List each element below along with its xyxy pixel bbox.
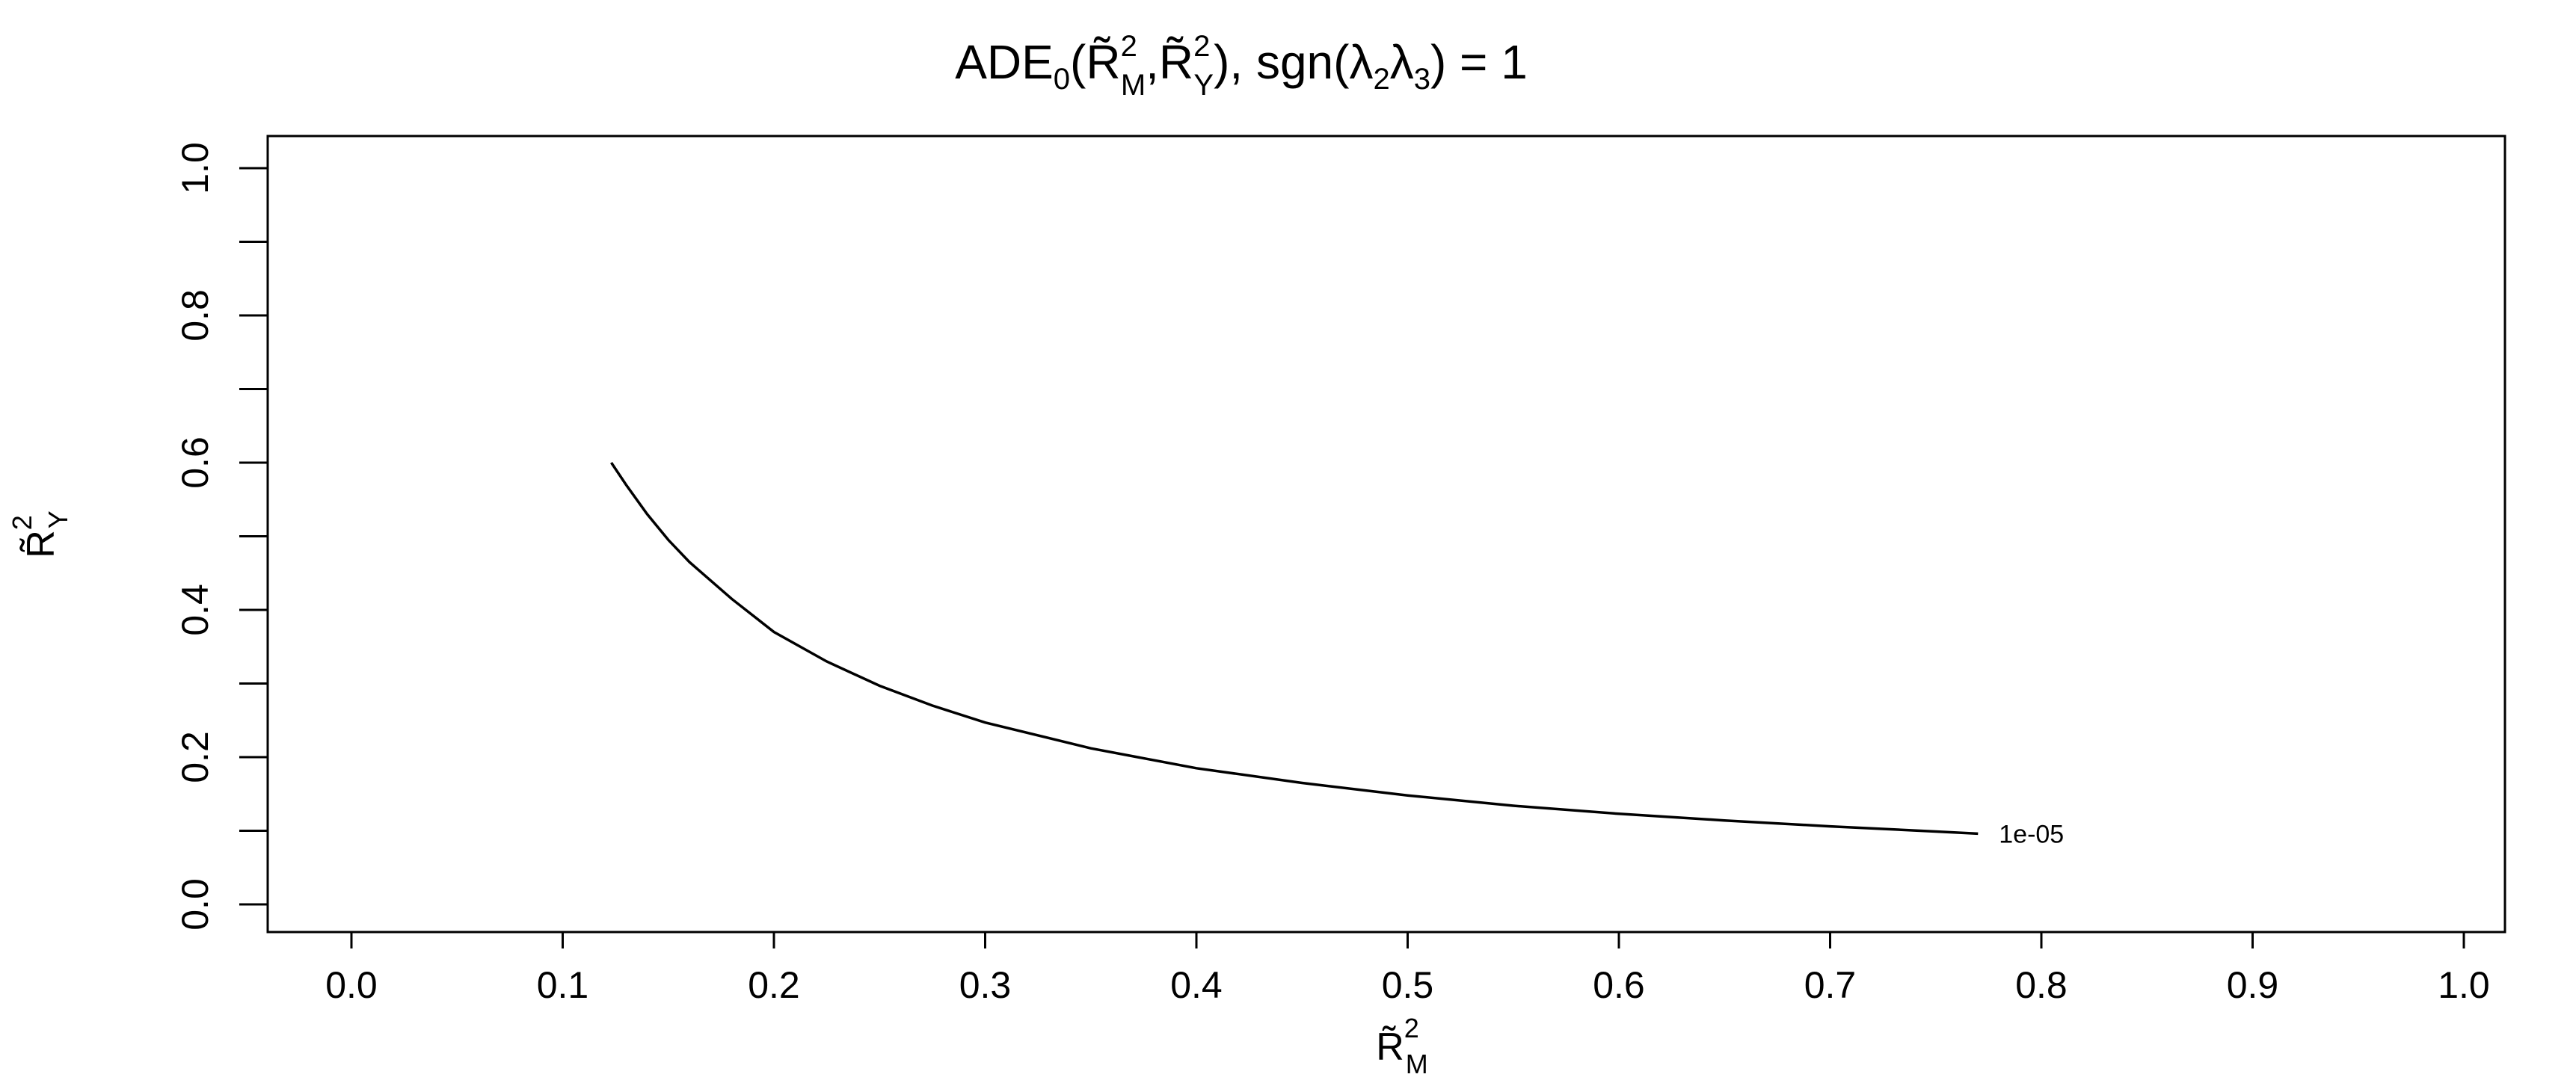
x-tick-label-6: 0.6 <box>1593 964 1645 1006</box>
y-tick-label-3: 0.6 <box>174 436 216 489</box>
x-tick-label-2: 0.2 <box>748 964 800 1006</box>
x-tick-label-1: 0.1 <box>537 964 589 1006</box>
contour-line-0 <box>610 462 1979 836</box>
y-axis-label: R̃2 Y <box>7 510 73 558</box>
y-axis: 0.0 0.2 0.4 0.6 0.8 1.0 <box>174 142 268 931</box>
y-tick-label-0: 0.0 <box>174 878 216 931</box>
y-tick-label-2: 0.4 <box>174 584 216 636</box>
x-tick-label-5: 0.5 <box>1382 964 1434 1006</box>
x-tick-label-7: 0.7 <box>1804 964 1857 1006</box>
series-group: 1e-05 <box>610 462 2064 848</box>
contour-label-0: 1e-05 <box>1999 820 2064 848</box>
x-tick-label-8: 0.8 <box>2015 964 2068 1006</box>
x-axis: 0.0 0.1 0.2 0.3 0.4 0.5 0.6 0.7 0.8 0.9 1.0 <box>325 932 2490 1006</box>
plot-frame <box>266 135 2506 934</box>
chart-title: ADE0(R̃2 M,R̃2 Y), sgn(λ2λ3) = 1 <box>955 30 1528 102</box>
y-tick-label-5: 1.0 <box>174 142 216 194</box>
x-tick-label-0: 0.0 <box>325 964 378 1006</box>
y-tick-label-4: 0.8 <box>174 289 216 342</box>
x-tick-label-10: 1.0 <box>2438 964 2490 1006</box>
x-tick-label-4: 0.4 <box>1170 964 1223 1006</box>
x-tick-label-9: 0.9 <box>2227 964 2279 1006</box>
y-tick-label-1: 0.2 <box>174 731 216 783</box>
x-axis-label: R̃2 M <box>1376 1013 1428 1079</box>
x-tick-label-3: 0.3 <box>959 964 1012 1006</box>
